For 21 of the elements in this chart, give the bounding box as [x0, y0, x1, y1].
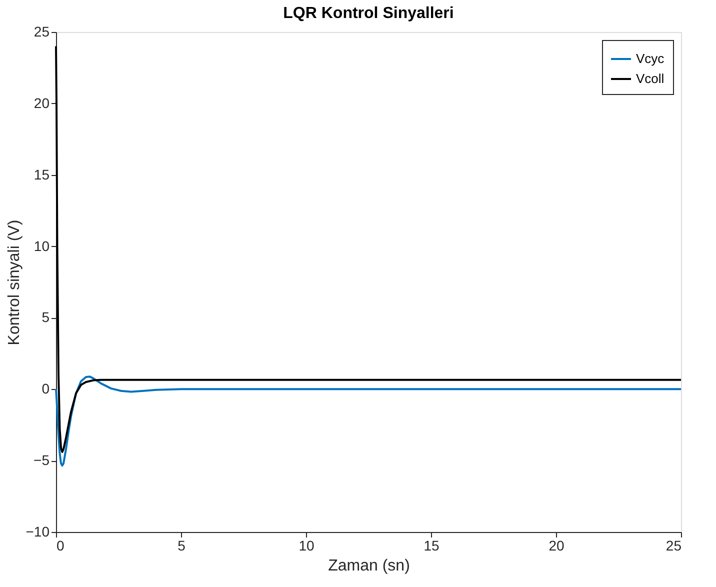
x-tick-label: 20 [548, 538, 564, 554]
line-series [55, 45, 682, 453]
y-tick-label: 20 [34, 94, 50, 111]
legend-label: Vcoll [636, 71, 664, 86]
y-tick-label: 0 [42, 380, 50, 397]
y-tick-label: 25 [34, 24, 50, 40]
y-tick-label: 5 [42, 309, 50, 326]
y-tick-label: 10 [34, 238, 50, 254]
x-tick-label: 10 [298, 538, 314, 554]
y-tick-label: −5 [34, 452, 50, 468]
legend-label: Vcyc [636, 51, 665, 66]
chart-title: LQR Kontrol Sinyalleri [283, 5, 454, 22]
x-tick-label: 0 [56, 538, 64, 554]
x-tick-label: 15 [424, 538, 440, 554]
x-axis-title: Zaman (sn) [328, 558, 410, 574]
y-tick-label: 15 [34, 166, 50, 182]
x-tick-label: 25 [666, 538, 682, 554]
y-axis-title: Kontrol sinyali (V) [6, 220, 23, 346]
line-series [55, 376, 682, 467]
y-tick-label: −10 [26, 524, 50, 540]
x-tick-label: 5 [178, 538, 186, 554]
